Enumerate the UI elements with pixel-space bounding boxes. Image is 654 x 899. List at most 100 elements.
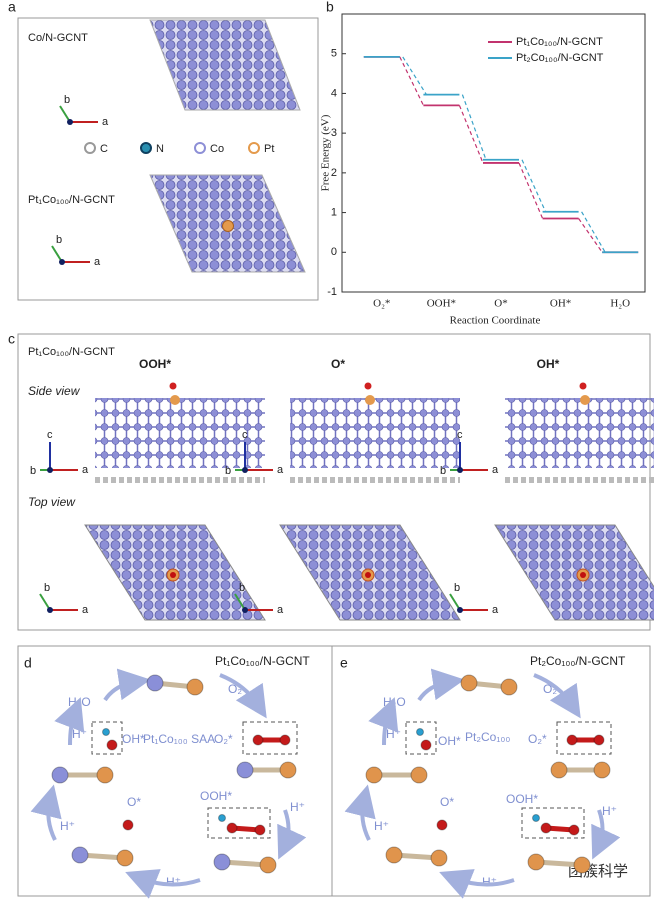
axis-label: b <box>30 465 36 477</box>
panel-letter: a <box>8 0 16 15</box>
atom <box>186 678 204 696</box>
atom <box>410 766 428 784</box>
y-axis-label: Free Energy (eV) <box>320 114 332 191</box>
proton: H⁺ <box>166 875 181 889</box>
cycle-arrow <box>439 869 515 899</box>
highlight <box>405 721 437 755</box>
axis-origin <box>47 467 53 473</box>
axis-origin <box>457 607 463 613</box>
species: OH* <box>438 734 461 748</box>
panel-box <box>17 645 651 897</box>
atom <box>430 849 448 867</box>
legend-atom <box>140 142 152 154</box>
atom <box>279 734 291 746</box>
connector <box>461 94 487 160</box>
panel-letter: d <box>24 655 32 671</box>
atom <box>146 674 164 692</box>
species: OH* <box>122 732 145 746</box>
atom <box>540 822 552 834</box>
proton: H⁺ <box>72 727 87 741</box>
cycle-arrow <box>533 673 581 719</box>
x-tick-label: OOH* <box>427 298 456 310</box>
axis-label: c <box>457 429 463 441</box>
panel-letter: c <box>8 331 15 347</box>
axis-origin <box>59 259 65 265</box>
panel-title: Pt₁Co₁₀₀/N-GCNT <box>215 654 310 668</box>
species: O₂* <box>528 732 547 746</box>
legend-text: Pt₂Co₁₀₀/N-GCNT <box>516 52 604 64</box>
species: H₂O <box>68 695 91 709</box>
axis-label: b <box>440 465 446 477</box>
atom-legend: C N Co Pt <box>84 142 274 155</box>
row-label: Side view <box>28 384 81 398</box>
axis-label: a <box>82 604 89 616</box>
connector <box>521 159 547 213</box>
atom <box>122 819 134 831</box>
column-label: OOH* <box>139 357 171 371</box>
atom <box>566 734 578 746</box>
atom <box>593 761 611 779</box>
atom <box>460 674 478 692</box>
atom <box>532 814 540 822</box>
top-lattice <box>494 524 654 621</box>
legend-atom <box>194 142 206 154</box>
axis-origin <box>457 467 463 473</box>
atom <box>226 822 238 834</box>
legend-text: Pt₁Co₁₀₀/N-GCNT <box>516 36 603 48</box>
atom <box>218 814 226 822</box>
axis-arrow <box>51 245 63 263</box>
proton: H⁺ <box>602 804 617 818</box>
side-lattice <box>95 398 265 468</box>
species: OOH* <box>200 789 232 803</box>
axis-label: b <box>56 234 62 246</box>
plot-frame <box>341 13 646 293</box>
atom <box>254 824 266 836</box>
row-label: Top view <box>28 495 76 509</box>
y-tick-label: 0 <box>331 246 337 258</box>
atom <box>593 734 605 746</box>
atom <box>416 728 424 736</box>
axis-label: c <box>47 429 53 441</box>
species: O₂* <box>214 732 233 746</box>
axis-label: b <box>44 582 50 594</box>
axis-label: a <box>94 256 101 268</box>
axis-label: a <box>492 464 499 476</box>
column-label: OH* <box>537 357 560 371</box>
cycle-arrow <box>344 784 376 841</box>
cycle-arrow <box>30 784 62 841</box>
atom <box>116 849 134 867</box>
o-atom <box>170 572 176 578</box>
axis-label: a <box>82 464 89 476</box>
highlight <box>207 807 271 839</box>
cycle-arrow <box>368 697 399 746</box>
o-atom <box>364 382 372 390</box>
species: O* <box>440 795 454 809</box>
species: OOH* <box>506 792 538 806</box>
connector <box>518 162 544 219</box>
atom <box>385 846 403 864</box>
x-tick-label: H₂O <box>610 298 630 310</box>
cycle-arrow <box>591 809 621 860</box>
atom <box>550 761 568 779</box>
legend-atom <box>84 142 96 154</box>
side-lattice <box>290 398 460 468</box>
atom <box>106 739 118 751</box>
atom <box>236 761 254 779</box>
cycle-arrow <box>54 697 85 746</box>
atom <box>568 824 580 836</box>
o-atom <box>579 382 587 390</box>
legend-text: Pt <box>264 143 274 155</box>
panel-title: Pt₂Co₁₀₀/N-GCNT <box>530 654 626 668</box>
cycle-arrow <box>277 809 307 860</box>
proton: H⁺ <box>290 800 305 814</box>
o-atom <box>580 572 586 578</box>
panel-letter: b <box>326 0 334 15</box>
atom <box>365 766 383 784</box>
legend-text: N <box>156 143 164 155</box>
pt-atom <box>222 220 234 232</box>
axis-label: b <box>64 94 70 106</box>
atom <box>51 766 69 784</box>
y-tick-label: 2 <box>331 167 337 179</box>
connector <box>402 56 427 95</box>
